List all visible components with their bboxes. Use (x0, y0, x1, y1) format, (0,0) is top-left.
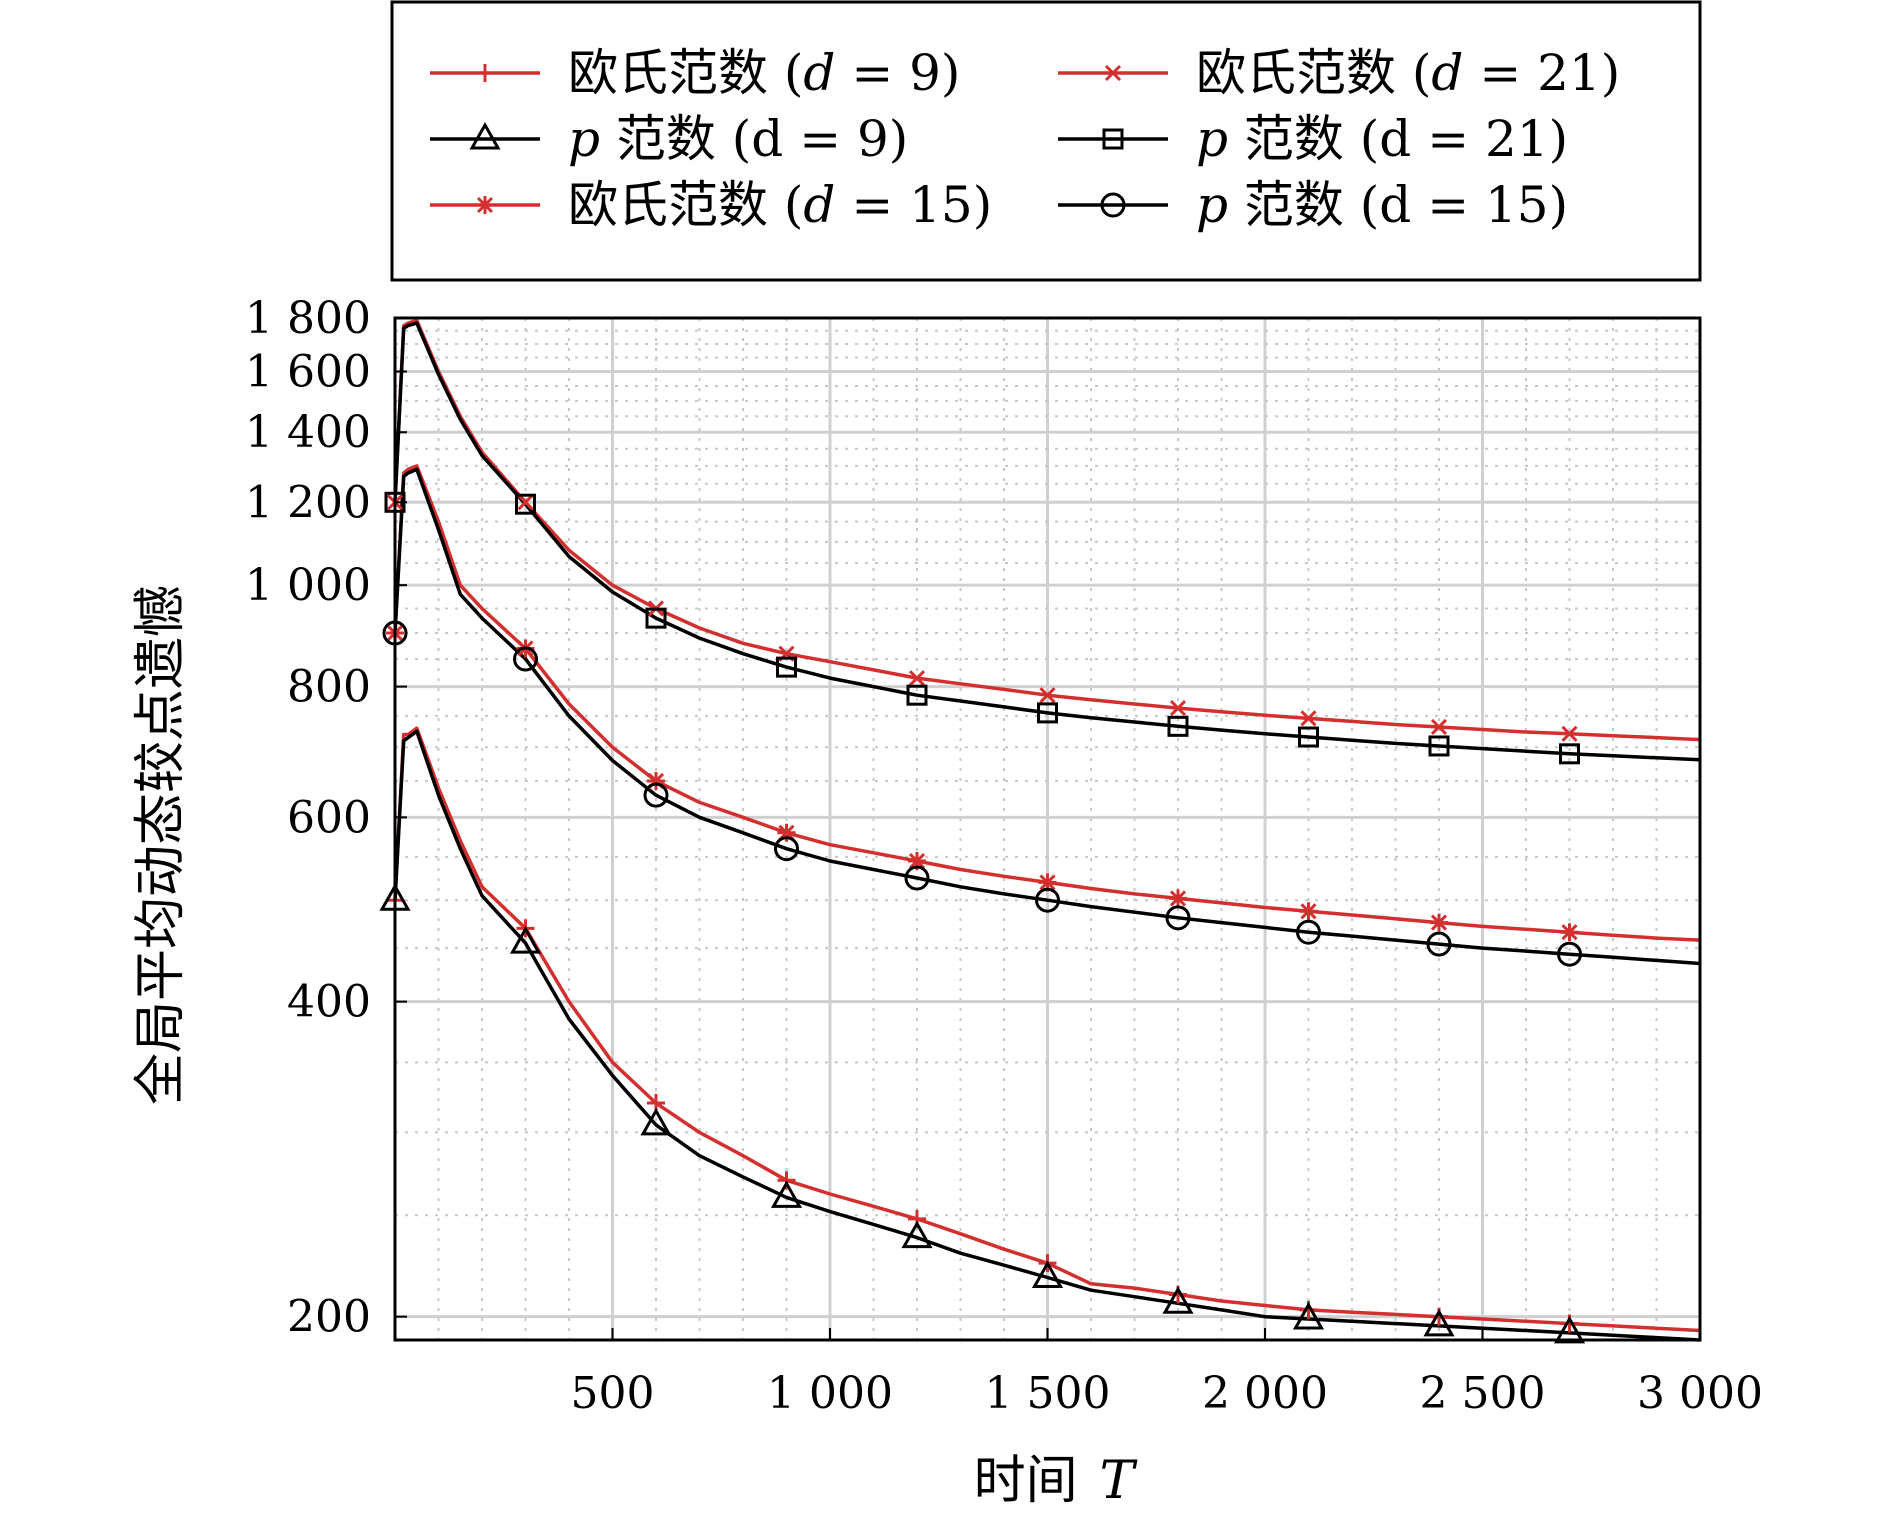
y-tick-label: 1 600 (245, 347, 371, 398)
legend: 欧氏范数 (d = 9) p 范数 (d = 9) 欧氏范数 (d = 15) 欧氏范… (390, 0, 1702, 282)
series-5-marker (906, 684, 928, 706)
series-lines (393, 318, 1701, 1342)
series-4-marker (1169, 700, 1187, 717)
legend-label: 欧氏范数 (d = 9) (568, 44, 960, 102)
series-line-3 (393, 467, 1701, 966)
legend-label: p 范数 (d = 9) (568, 110, 908, 168)
series-2-marker (1430, 913, 1448, 932)
x-tick-label: 2 500 (1420, 1368, 1546, 1419)
series-1-marker (1162, 1286, 1194, 1314)
series-1-marker (509, 926, 542, 954)
x-tick-label: 2 000 (1202, 1368, 1328, 1419)
series-2-marker (777, 823, 796, 842)
series-line-1 (393, 729, 1701, 1342)
legend-entry-4: 欧氏范数 (d = 21) (1058, 44, 1620, 102)
legend-marker (1102, 128, 1124, 150)
series-5-marker (1298, 726, 1319, 748)
series-1-marker (1553, 1315, 1586, 1344)
legend-marker (476, 64, 494, 82)
x-tick-label: 3 000 (1637, 1368, 1763, 1419)
series-2-marker (1560, 923, 1579, 942)
series-4-marker (1300, 710, 1317, 727)
legend-label: p 范数 (d = 21) (1196, 110, 1568, 168)
legend-entry-1: p 范数 (d = 9) (430, 110, 908, 168)
y-tick-label: 600 (287, 792, 371, 843)
series-line-2 (393, 464, 1701, 942)
y-tick-label: 1 000 (245, 560, 371, 611)
series-1-marker (901, 1220, 933, 1249)
series-3-marker (1035, 887, 1060, 913)
series-3-marker (904, 865, 930, 891)
series-2-marker (908, 852, 926, 871)
series-2-marker (1169, 889, 1187, 908)
y-tick-label: 800 (287, 662, 371, 713)
series-2-marker (647, 771, 665, 790)
series-line-0 (393, 726, 1701, 1333)
legend-entry-2: 欧氏范数 (d = 15) (430, 176, 992, 234)
y-tick-label: 1 200 (245, 477, 371, 528)
legend-label: p 范数 (d = 15) (1196, 176, 1568, 234)
y-tick-label: 1 400 (245, 407, 371, 458)
legend-marker (476, 196, 494, 214)
series-markers (379, 491, 1586, 1344)
legend-box (390, 0, 1702, 282)
series-3-marker (1426, 931, 1452, 957)
series-5-marker (515, 493, 536, 515)
series-3-marker (513, 646, 538, 672)
series-5-marker (1428, 735, 1450, 757)
series-5-marker (1037, 702, 1058, 724)
series-line-5 (393, 321, 1701, 762)
y-tick-label: 400 (287, 977, 371, 1028)
series-5-marker (776, 656, 797, 678)
series-4-marker (1430, 718, 1448, 736)
legend-entry-0: 欧氏范数 (d = 9) (430, 44, 960, 102)
x-tick-label: 1 500 (985, 1368, 1111, 1419)
series-3-marker (774, 836, 799, 862)
series-2-marker (1299, 902, 1318, 921)
legend-entry-5: p 范数 (d = 21) (1058, 110, 1568, 168)
series-4-marker (908, 670, 926, 687)
series-5-marker (1167, 715, 1189, 737)
legend-marker (469, 121, 501, 150)
legend-entry-3: p 范数 (d = 15) (1058, 176, 1568, 234)
series-4-marker (517, 494, 534, 511)
legend-marker (1104, 64, 1122, 82)
series-1-marker (1292, 1301, 1325, 1330)
series-1-marker (640, 1107, 672, 1136)
series-5-marker (645, 607, 667, 629)
x-tick-label: 1 000 (767, 1368, 893, 1419)
series-3-marker (1296, 919, 1321, 945)
series-3-marker (643, 782, 669, 808)
series-3-marker (1165, 905, 1191, 931)
series-1-marker (1031, 1260, 1064, 1289)
x-axis-label: 时间 T (974, 1451, 1138, 1511)
series-1-marker (770, 1180, 803, 1208)
legend-label: 欧氏范数 (d = 21) (1196, 44, 1620, 102)
legend-label: 欧氏范数 (d = 15) (568, 176, 992, 234)
series-4-marker (1561, 725, 1578, 742)
y-tick-label: 1 800 (245, 293, 371, 344)
x-tick-label: 500 (571, 1368, 655, 1419)
grid (395, 316, 1700, 1340)
series-2-marker (1038, 873, 1057, 892)
y-axis-label: 全局平均动态较点遗憾 (131, 585, 191, 1105)
series-0-marker (777, 1171, 796, 1190)
axis-ticks: 500 1 000 1 500 2 000 2 500 3 000 200 400 600 800… (245, 293, 1763, 1419)
legend-marker (1100, 192, 1126, 218)
y-tick-label: 200 (287, 1292, 371, 1343)
series-1-marker (1423, 1308, 1455, 1337)
series-3-marker (1557, 941, 1582, 967)
series-4-marker (1039, 687, 1056, 704)
series-5-marker (1559, 743, 1580, 765)
